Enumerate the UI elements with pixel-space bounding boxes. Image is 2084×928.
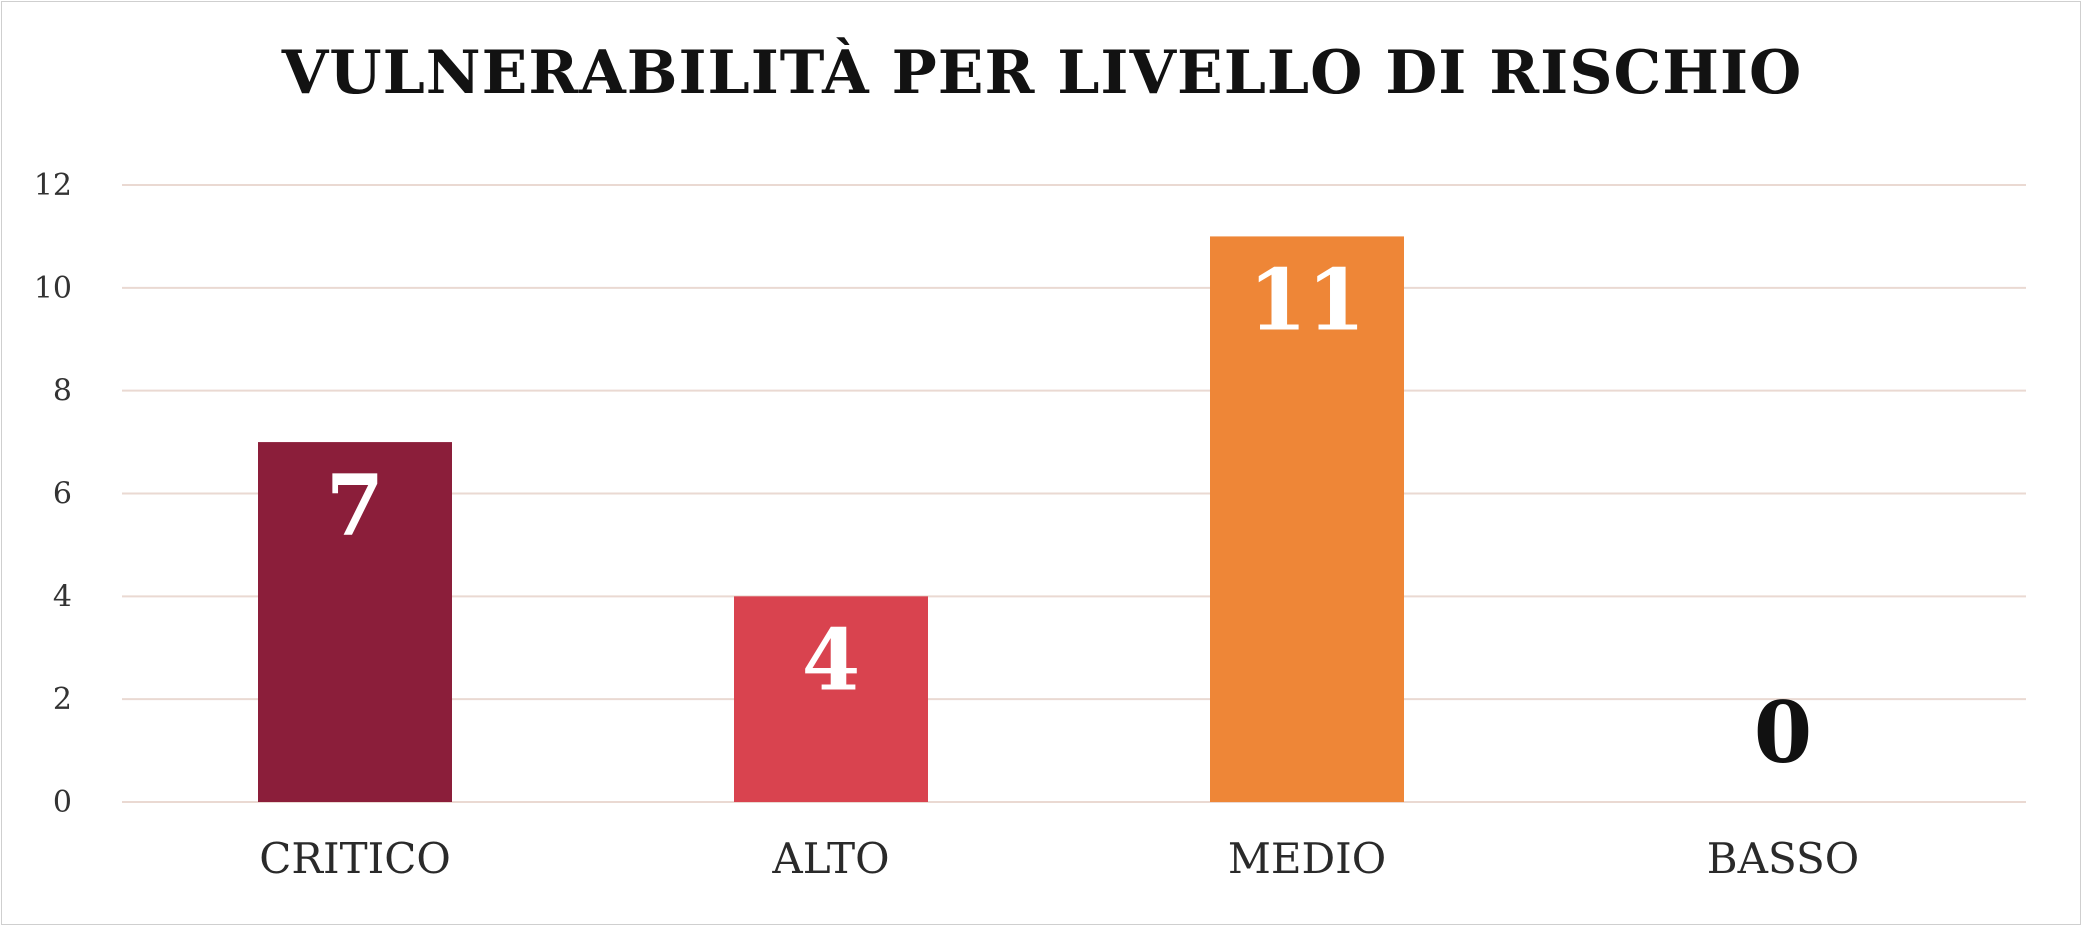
bars: [258, 236, 1404, 802]
bar-alto: [734, 596, 928, 802]
data-label-alto: 4: [802, 610, 860, 709]
y-tick-label: 4: [53, 579, 72, 614]
category-label-critico: CRITICO: [259, 834, 451, 883]
category-label-medio: MEDIO: [1228, 834, 1386, 883]
category-label-alto: ALTO: [771, 834, 889, 883]
y-tick-label: 10: [34, 271, 72, 306]
chart-title: VULNERABILITÀ PER LIVELLO DI RISCHIO: [281, 38, 1803, 108]
data-label-medio: 11: [1249, 250, 1366, 349]
y-tick-label: 2: [53, 682, 72, 717]
data-labels: 7 4 11 0: [326, 250, 1812, 782]
y-tick-label: 12: [34, 168, 72, 203]
data-label-critico: 7: [326, 456, 384, 555]
y-tick-label: 0: [53, 785, 72, 820]
category-label-basso: BASSO: [1707, 834, 1859, 883]
category-labels: CRITICO ALTO MEDIO BASSO: [259, 834, 1859, 883]
bar-medio: [1210, 236, 1404, 802]
y-tick-label: 8: [53, 374, 72, 409]
y-axis-ticks: 0 2 4 6 8 10 12: [34, 168, 72, 820]
bar-critico: [258, 442, 452, 802]
y-tick-label: 6: [53, 477, 72, 512]
data-label-basso: 0: [1754, 683, 1812, 782]
